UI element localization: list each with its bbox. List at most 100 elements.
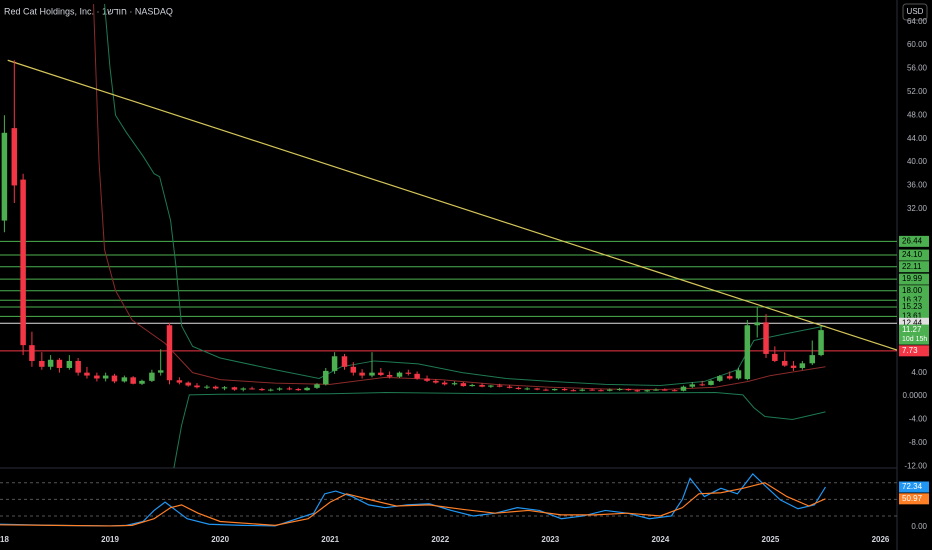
candle-body	[772, 353, 778, 361]
candle-body	[799, 363, 806, 368]
currency-button[interactable]	[902, 3, 928, 21]
rsi-line	[0, 482, 826, 527]
candle-body	[653, 389, 659, 391]
rsi-plot	[0, 473, 897, 527]
candle-body	[185, 382, 191, 386]
candle-body	[496, 385, 503, 387]
rsi-value-label: 72.34	[902, 482, 923, 491]
candle-body	[231, 387, 238, 390]
candle-body	[589, 389, 595, 391]
y-tick-label: 64.00	[907, 17, 928, 26]
candle-body	[1, 132, 8, 221]
level-price-label: 12.44	[902, 318, 923, 327]
candle-body	[20, 179, 26, 346]
candle-body	[680, 386, 687, 391]
y-tick-label: 32.00	[907, 204, 928, 213]
candle-body	[671, 390, 678, 392]
symbol-title: Red Cat Holdings, Inc. · 1חודש · NASDAQ	[4, 6, 173, 16]
candle-body	[551, 389, 558, 391]
candle-body	[634, 390, 641, 392]
candle-body	[359, 372, 365, 376]
rsi-line	[0, 473, 826, 527]
candle-body	[763, 322, 769, 354]
band-line	[93, 4, 826, 391]
trend-line	[7, 59, 897, 351]
candle-body	[717, 376, 723, 381]
level-price-box	[899, 285, 929, 297]
level-price-label: 18.00	[902, 286, 923, 295]
y-tick-label: 36.00	[907, 181, 928, 190]
candle-body	[66, 360, 73, 368]
x-tick-label: 2023	[541, 535, 559, 544]
candle-body	[570, 390, 577, 392]
candle-body	[809, 355, 816, 364]
candle-body	[662, 389, 668, 391]
rsi-value-label: 50.97	[902, 494, 923, 503]
rsi-tick-label: 0.00	[911, 522, 927, 531]
level-price-label: 16.37	[902, 295, 923, 304]
candle-body	[396, 372, 403, 377]
level-price-box	[899, 235, 929, 247]
candle-body	[84, 372, 90, 376]
x-tick-label: 2025	[762, 535, 780, 544]
x-tick-label: 2019	[101, 535, 119, 544]
candle-body	[598, 390, 604, 392]
candle-body	[39, 360, 45, 367]
candle-body	[479, 384, 485, 387]
band-line	[173, 392, 826, 468]
level-price-box	[899, 345, 929, 357]
candle-body	[130, 377, 136, 384]
candle-body	[644, 390, 650, 392]
level-price-label: 15.23	[902, 302, 923, 311]
level-price-box	[899, 294, 929, 306]
candle-body	[460, 383, 467, 387]
candle-body	[212, 386, 219, 389]
y-tick-label: 60.00	[907, 40, 928, 49]
x-tick-label: 2021	[321, 535, 339, 544]
candle-body	[111, 375, 118, 382]
candle-body	[276, 388, 283, 390]
candle-body	[386, 374, 393, 377]
candle-body	[323, 370, 329, 385]
y-tick-label: 56.00	[907, 64, 928, 73]
countdown-label: 10d 15h	[902, 336, 927, 343]
candle-body	[689, 384, 696, 387]
candle-body	[579, 389, 585, 391]
candle-body	[139, 380, 145, 384]
candle-body	[75, 360, 81, 373]
main-plot	[0, 4, 897, 468]
candle-body	[699, 384, 705, 386]
candle-body	[194, 385, 200, 388]
price-labels: 26.44 24.10 22.11 19.99 18.0016.3715.2313.61…	[899, 235, 929, 357]
candle-body	[414, 373, 420, 379]
candle-body	[29, 345, 35, 361]
candle-body	[726, 376, 733, 379]
candle-body	[441, 382, 448, 385]
candle-body	[616, 389, 623, 391]
candle-body	[469, 384, 475, 387]
candle-body	[102, 375, 109, 379]
candle-body	[561, 389, 568, 391]
x-tick-label: 2020	[211, 535, 229, 544]
rsi-value-box	[899, 493, 929, 505]
rsi-value-box	[899, 481, 929, 493]
candle-body	[176, 380, 183, 383]
candle-body	[341, 356, 348, 367]
candle-body	[708, 380, 714, 385]
candle-body	[506, 386, 513, 388]
candle-body	[433, 380, 439, 383]
candle-body	[606, 389, 613, 391]
candle-body	[781, 360, 788, 366]
candle-body	[249, 388, 255, 390]
candle-body	[304, 387, 310, 391]
y-tick-label: 4.00	[911, 368, 927, 377]
currency-label[interactable]: USD	[907, 7, 924, 16]
level-price-label: 13.61	[902, 312, 923, 321]
level-price-label: 7.73	[902, 346, 918, 355]
candle-body	[735, 370, 742, 379]
level-price-label: 19.99	[902, 274, 923, 283]
y-tick-label: -8.00	[909, 438, 928, 447]
candle-body	[405, 372, 412, 374]
candle-body	[268, 389, 274, 391]
